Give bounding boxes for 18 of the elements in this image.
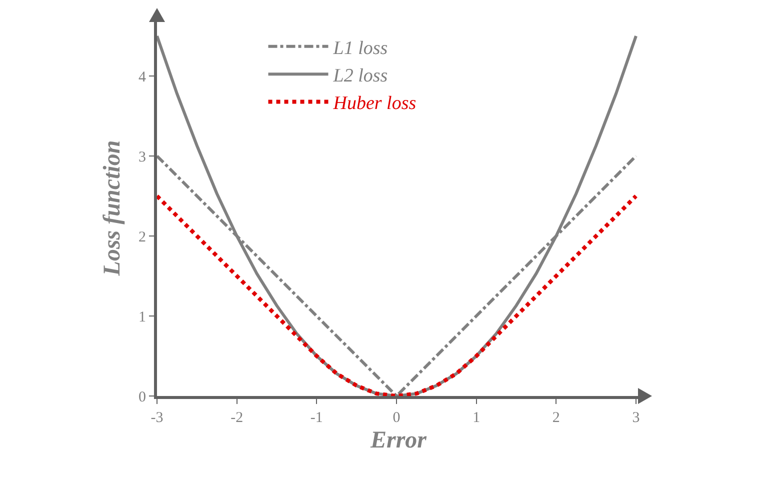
x-tick-label: -3 (150, 410, 164, 426)
y-axis-title: Loss function (100, 140, 126, 277)
y-tick-label: 2 (138, 229, 146, 246)
x-tick-label: -2 (230, 410, 244, 426)
y-tick-label: 3 (138, 149, 146, 166)
y-tick-label: 4 (138, 69, 146, 86)
x-tick-label: 2 (552, 410, 560, 426)
x-tick-label: 3 (632, 410, 640, 426)
legend-label: L1 loss (332, 38, 388, 59)
legend-label: Huber loss (332, 93, 416, 114)
line-series (157, 194, 638, 396)
legend-label: L2 loss (332, 65, 388, 86)
x-tick-label: -1 (310, 410, 323, 426)
x-tick-label: 1 (472, 410, 480, 426)
x-tick-label: 0 (392, 410, 400, 426)
x-axis-title: Error (369, 427, 428, 454)
y-tick-label: 0 (138, 389, 146, 406)
y-tick-label: 1 (138, 309, 146, 326)
